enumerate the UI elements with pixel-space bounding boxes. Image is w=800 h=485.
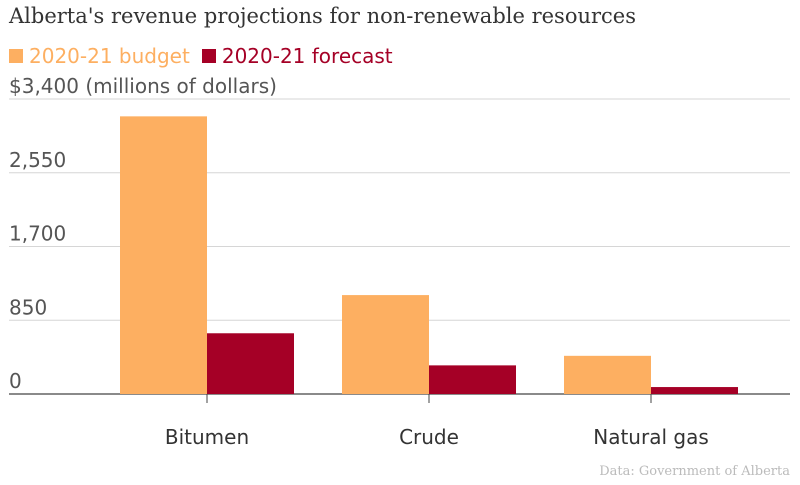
bar-crude-forecast [429, 365, 516, 394]
legend-swatch-budget [9, 49, 23, 63]
x-category-label: Bitumen [165, 425, 249, 449]
bar-natural-gas-budget [564, 355, 651, 394]
legend-label-budget: 2020-21 budget [29, 44, 190, 68]
legend-item-budget: 2020-21 budget [9, 44, 190, 68]
x-category-label: Crude [399, 425, 459, 449]
y-tick-label: 2,550 [9, 148, 66, 172]
legend-swatch-forecast [201, 49, 216, 63]
y-tick-label: 1,700 [9, 222, 66, 246]
legend-item-forecast: 2020-21 forecast [201, 44, 393, 68]
bar-natural-gas-forecast [651, 387, 738, 394]
source-note: Data: Government of Alberta [599, 464, 790, 479]
bar-bitumen-budget [120, 116, 207, 395]
y-tick-label: $3,400 (millions of dollars) [9, 74, 277, 98]
chart-title: Alberta's revenue projections for non-re… [9, 4, 636, 28]
bar-bitumen-forecast [207, 333, 294, 394]
legend: 2020-21 budget 2020-21 forecast [9, 44, 405, 68]
y-tick-label: 850 [9, 295, 47, 319]
bar-crude-budget [342, 295, 429, 394]
legend-label-forecast: 2020-21 forecast [221, 44, 393, 68]
y-tick-label: 0 [9, 369, 22, 393]
x-category-label: Natural gas [593, 425, 709, 449]
